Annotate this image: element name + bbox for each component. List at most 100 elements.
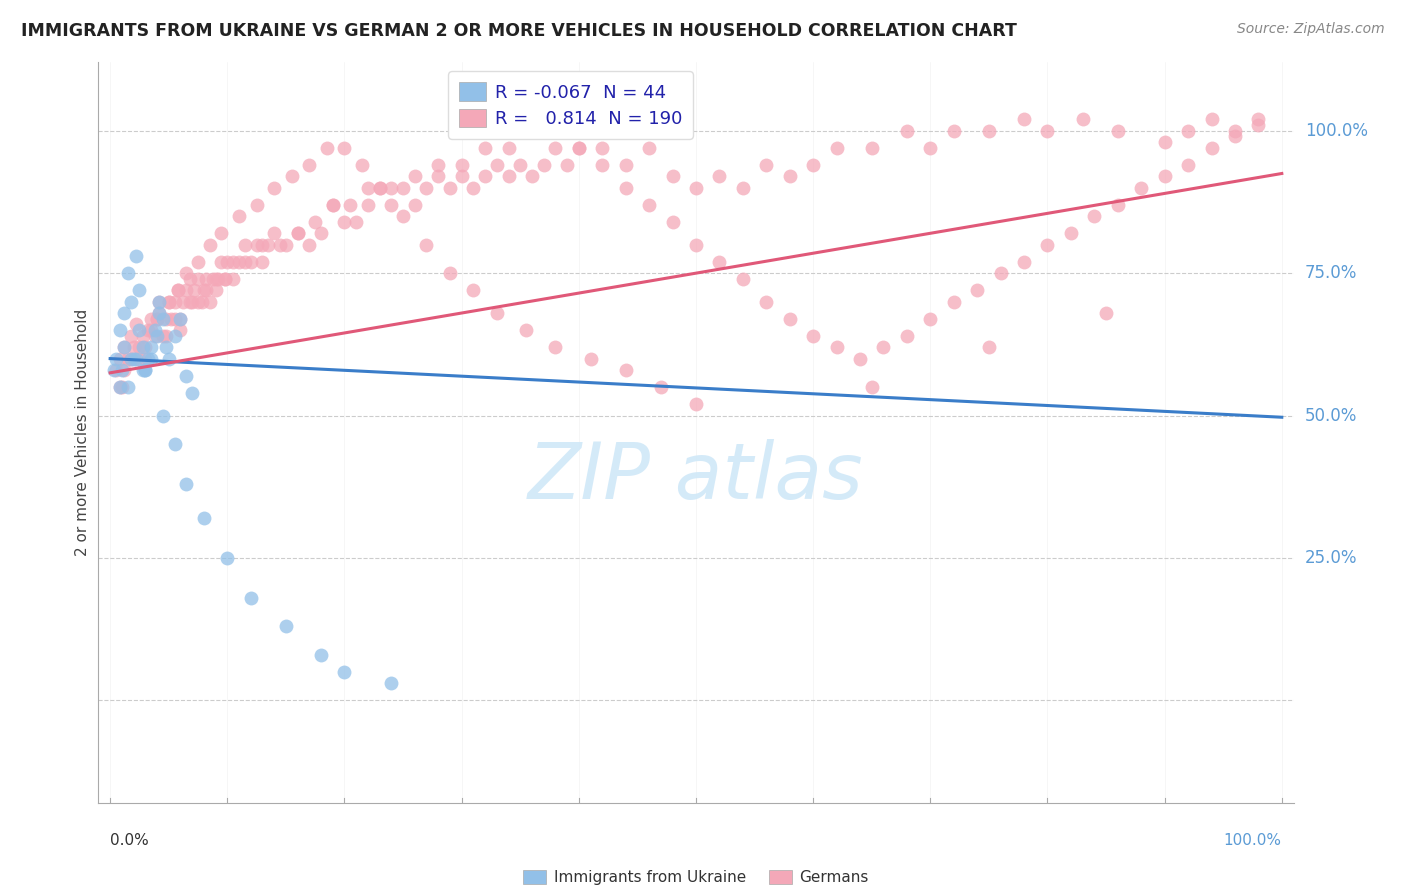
Point xyxy=(661,215,683,229)
Point xyxy=(155,340,177,354)
Point xyxy=(181,385,204,400)
Point xyxy=(157,294,180,309)
Point xyxy=(333,665,356,679)
Point xyxy=(755,158,778,172)
Point xyxy=(415,180,437,194)
Point xyxy=(148,306,170,320)
Point xyxy=(111,363,134,377)
Point xyxy=(1107,198,1129,212)
Point xyxy=(896,328,918,343)
Point xyxy=(148,294,170,309)
Point xyxy=(263,227,285,241)
Point xyxy=(463,283,485,297)
Point xyxy=(427,169,450,184)
Point xyxy=(920,311,942,326)
Point xyxy=(157,351,180,366)
Point xyxy=(163,328,186,343)
Point xyxy=(108,351,131,366)
Point xyxy=(222,272,245,286)
Point xyxy=(779,311,801,326)
Point xyxy=(498,169,520,184)
Point xyxy=(112,340,135,354)
Text: 75.0%: 75.0% xyxy=(1305,264,1357,282)
Text: 25.0%: 25.0% xyxy=(1305,549,1357,567)
Point xyxy=(233,254,256,268)
Point xyxy=(120,328,142,343)
Point xyxy=(214,272,236,286)
Point xyxy=(125,318,148,332)
Point xyxy=(174,266,197,280)
Point xyxy=(568,141,591,155)
Point xyxy=(111,380,134,394)
Text: 0.0%: 0.0% xyxy=(110,833,149,848)
Point xyxy=(136,351,159,366)
Point xyxy=(134,340,156,354)
Text: 50.0%: 50.0% xyxy=(1305,407,1357,425)
Point xyxy=(415,237,437,252)
Point xyxy=(1223,124,1246,138)
Point xyxy=(1201,112,1223,127)
Point xyxy=(152,311,174,326)
Point xyxy=(1012,254,1035,268)
Point xyxy=(404,169,426,184)
Point xyxy=(198,294,221,309)
Point xyxy=(169,311,191,326)
Point xyxy=(207,272,229,286)
Point xyxy=(167,283,190,297)
Point xyxy=(942,294,965,309)
Point xyxy=(380,180,402,194)
Point xyxy=(108,380,131,394)
Point xyxy=(134,351,156,366)
Point xyxy=(1223,129,1246,144)
Point xyxy=(246,237,269,252)
Point xyxy=(544,141,567,155)
Point xyxy=(316,141,339,155)
Point xyxy=(977,124,1000,138)
Point xyxy=(128,283,150,297)
Point xyxy=(172,294,194,309)
Point xyxy=(368,180,391,194)
Point xyxy=(427,158,450,172)
Point xyxy=(239,591,262,605)
Point xyxy=(179,272,201,286)
Point xyxy=(214,272,236,286)
Point xyxy=(125,249,148,263)
Point xyxy=(450,158,472,172)
Point xyxy=(134,363,156,377)
Point xyxy=(239,254,262,268)
Point xyxy=(103,363,125,377)
Point xyxy=(217,550,239,565)
Point xyxy=(1247,112,1270,127)
Point xyxy=(942,124,965,138)
Point xyxy=(1247,118,1270,132)
Point xyxy=(120,294,142,309)
Point xyxy=(146,311,169,326)
Point xyxy=(190,294,212,309)
Point xyxy=(392,209,415,223)
Point xyxy=(474,169,496,184)
Point xyxy=(120,351,142,366)
Point xyxy=(1060,227,1083,241)
Point xyxy=(136,323,159,337)
Point xyxy=(152,409,174,423)
Point xyxy=(122,351,145,366)
Point xyxy=(105,351,128,366)
Point xyxy=(148,306,170,320)
Point xyxy=(731,180,754,194)
Point xyxy=(755,294,778,309)
Point xyxy=(167,283,190,297)
Point xyxy=(146,311,169,326)
Point xyxy=(141,340,163,354)
Point xyxy=(183,283,205,297)
Point xyxy=(195,272,218,286)
Point xyxy=(614,158,637,172)
Point xyxy=(298,158,321,172)
Point xyxy=(287,227,309,241)
Point xyxy=(155,311,177,326)
Point xyxy=(591,158,613,172)
Point xyxy=(685,180,707,194)
Point xyxy=(204,283,226,297)
Point xyxy=(155,328,177,343)
Point xyxy=(544,124,567,138)
Point xyxy=(1071,112,1094,127)
